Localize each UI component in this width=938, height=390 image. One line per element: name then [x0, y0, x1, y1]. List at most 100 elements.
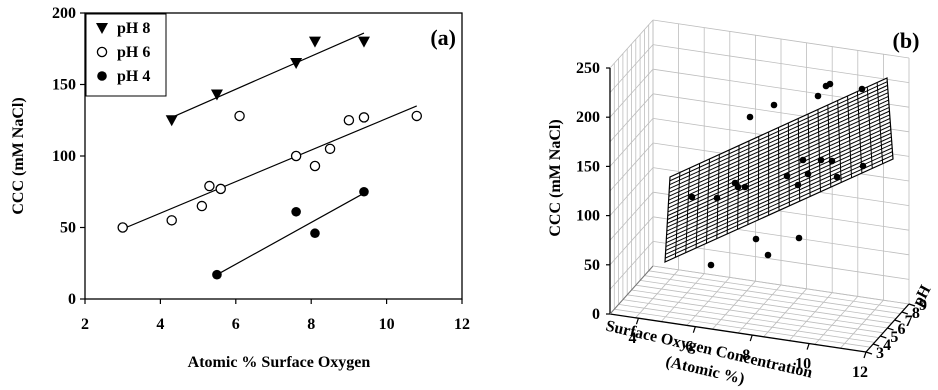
floor-gridline	[640, 280, 897, 319]
mesh-line	[847, 95, 853, 178]
mesh-line	[668, 99, 889, 201]
ph-tick-label: 3	[876, 345, 884, 362]
legend-label-ph-4: pH 4	[117, 68, 150, 85]
data-points-b	[688, 80, 867, 269]
oxygen-tick-mark	[635, 318, 640, 325]
data-point-ph-6	[117, 222, 128, 233]
ccc-axis-label-b: CCC (mM NaCl)	[547, 119, 564, 236]
x-tick-label-a: 10	[379, 316, 395, 333]
floor-gridline	[631, 289, 888, 329]
mesh-line	[787, 122, 790, 206]
side-wall-gridline	[609, 142, 654, 192]
ph-tick-mark	[901, 311, 909, 315]
oxygen-axis-line	[609, 313, 867, 353]
data-point-3d	[859, 162, 867, 170]
x-tick-label-a: 12	[454, 316, 470, 333]
floor-gridline	[840, 299, 884, 349]
data-point-3d	[858, 85, 866, 93]
side-wall-gridline	[609, 44, 654, 93]
data-point-ph-8	[308, 36, 321, 48]
ph-tick-label: 6	[898, 321, 906, 338]
oxygen-tick-label: 4	[628, 330, 636, 347]
fit-lines-a	[122, 32, 417, 276]
data-point-ph-6	[324, 143, 336, 155]
legend-marker-ph-4	[97, 71, 107, 81]
ph-tick-mark	[894, 319, 901, 323]
data-point-ph-6	[309, 160, 321, 172]
side-wall-gridline	[609, 118, 654, 167]
ccc-tick-label: 100	[576, 208, 600, 225]
data-point-ph-6	[358, 112, 370, 123]
oxygen-tick-label: 8	[742, 347, 750, 364]
mesh-line	[667, 110, 890, 213]
oxygen-tick-label: 6	[685, 339, 693, 356]
oxygen-tick-mark	[692, 326, 696, 333]
data-point-3d	[795, 234, 803, 242]
data-points-a	[117, 36, 423, 280]
data-point-3d	[752, 235, 760, 243]
y-tick-label-a: 100	[52, 148, 76, 165]
y-tick-label-a: 150	[52, 77, 76, 94]
mesh-line	[668, 95, 889, 197]
ccc-tick-label: 50	[584, 257, 600, 274]
data-point-3d	[707, 261, 715, 269]
ph-tick-label: 9	[919, 297, 927, 314]
mesh-line	[827, 104, 832, 188]
floor-gridline	[763, 288, 807, 338]
legend-marker-ph-8	[96, 23, 108, 34]
floor-edge	[609, 265, 654, 315]
data-point-ph-6	[204, 180, 215, 192]
data-point-3d	[826, 80, 834, 88]
data-point-ph-6	[411, 110, 423, 122]
data-point-ph-6	[290, 150, 302, 162]
data-point-ph-4	[359, 186, 369, 197]
data-point-3d	[741, 183, 749, 191]
side-wall-gridline	[609, 19, 654, 69]
ph-tick-mark	[872, 343, 880, 347]
ccc-tick-label: 250	[576, 60, 600, 77]
floor-gridline	[635, 284, 892, 324]
data-point-3d	[817, 156, 825, 164]
mesh-line	[667, 106, 890, 209]
x-tick-label-a: 8	[307, 316, 315, 333]
data-point-3d	[783, 172, 791, 180]
ph-tick-label: 5	[890, 329, 898, 346]
data-point-3d	[734, 183, 742, 191]
back-wall-gridline	[652, 19, 910, 59]
oxygen-tick-mark	[863, 351, 867, 359]
data-point-3d	[713, 194, 721, 202]
x-tick-label-a: 2	[81, 316, 89, 333]
data-point-ph-6	[215, 183, 226, 195]
mesh-line	[876, 82, 884, 164]
legend-a: pH 8 pH 6 pH 4	[96, 20, 150, 85]
legend-label-ph-6: pH 6	[117, 44, 150, 61]
data-point-ph-4	[291, 206, 301, 217]
data-point-ph-6	[343, 115, 355, 126]
ph-tick-mark	[880, 335, 887, 339]
data-point-ph-6	[196, 200, 208, 212]
ph-tick-mark	[865, 351, 873, 355]
x-tick-label-a: 6	[232, 316, 240, 333]
floor-gridline	[648, 270, 905, 310]
data-point-3d	[688, 193, 696, 201]
oxygen-tick-mark	[806, 343, 810, 350]
mesh-line	[669, 81, 888, 182]
data-point-3d	[764, 251, 772, 259]
floor-gridline	[644, 275, 901, 314]
data-point-3d	[799, 156, 807, 164]
mesh-line	[669, 88, 889, 190]
mesh-line	[668, 92, 889, 193]
floor-gridline	[788, 292, 833, 341]
back-wall-gridline	[652, 44, 910, 83]
oxygen-tick-mark	[749, 334, 753, 342]
data-point-ph-8	[357, 36, 370, 48]
floor-gridline	[652, 265, 910, 305]
ph-tick-label: 8	[912, 305, 920, 322]
side-wall-gridline	[609, 68, 654, 118]
data-point-3d	[814, 92, 822, 100]
ccc-tick-label: 200	[576, 109, 600, 126]
data-point-3d	[794, 181, 802, 189]
data-point-ph-6	[234, 110, 245, 122]
